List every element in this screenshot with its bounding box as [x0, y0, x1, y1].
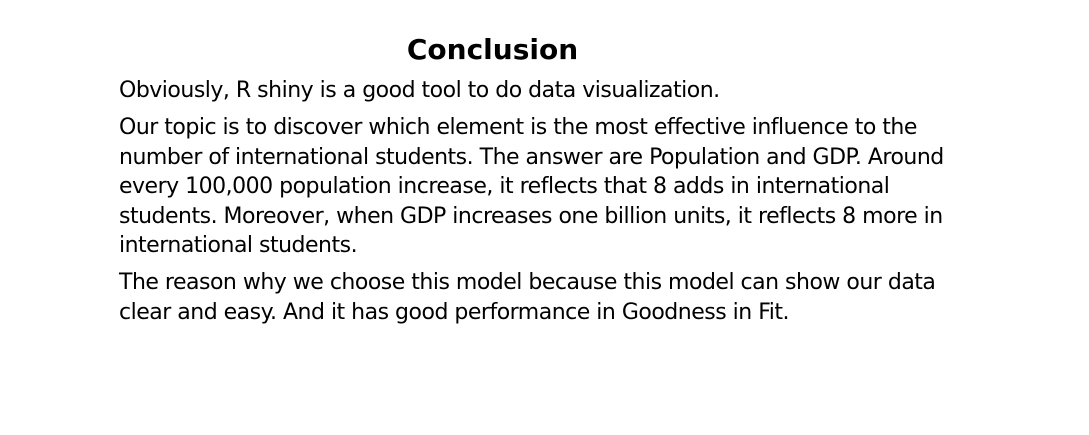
paragraph-3-line-1: The reason why we choose this model beca… — [119, 269, 936, 295]
slide-title: Conclusion — [406, 33, 579, 66]
paragraph-3: The reason why we choose this model beca… — [119, 268, 1019, 328]
slide-body: Obviously, R shiny is a good tool to do … — [119, 76, 1019, 335]
paragraph-2: Our topic is to discover which element i… — [119, 113, 1019, 261]
paragraph-2-line-1: Our topic is to discover which element i… — [119, 115, 917, 140]
paragraph-1-line-1: Obviously, R shiny is a good tool to do … — [119, 78, 720, 103]
paragraph-2-line-2: number of international students. The an… — [119, 144, 944, 170]
paragraph-2-line-5: international students. — [119, 233, 358, 259]
paragraph-3-line-2: clear and easy. And it has good performa… — [119, 299, 790, 325]
paragraph-2-line-4: students. Moreover, when GDP increases o… — [119, 203, 943, 229]
paragraph-1: Obviously, R shiny is a good tool to do … — [119, 76, 1019, 106]
paragraph-2-line-3: every 100,000 population increase, it re… — [119, 174, 890, 200]
